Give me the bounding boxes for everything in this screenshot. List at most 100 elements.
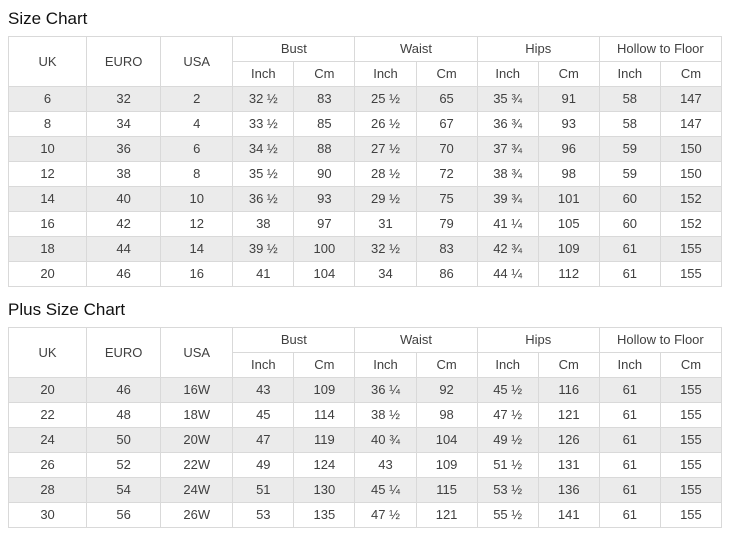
cell-hollow-to-floor-inch: 59 bbox=[598, 136, 661, 162]
cell-bust-inch: 39 ½ bbox=[232, 236, 295, 262]
cell-hollow-to-floor-cm: 155 bbox=[659, 402, 723, 428]
cell-waist-inch: 26 ½ bbox=[354, 111, 417, 137]
group-header-bust: Bust bbox=[232, 36, 356, 62]
group-header-waist: Waist bbox=[354, 327, 478, 353]
cell-hips-cm: 101 bbox=[537, 186, 600, 212]
cell-hips-inch: 41 ¼ bbox=[476, 211, 539, 237]
cell-euro: 42 bbox=[86, 211, 162, 237]
cell-bust-cm: 135 bbox=[293, 502, 356, 528]
cell-waist-cm: 98 bbox=[415, 402, 478, 428]
cell-usa: 16W bbox=[160, 377, 234, 403]
cell-uk: 18 bbox=[7, 236, 88, 262]
cell-hollow-to-floor-cm: 155 bbox=[659, 452, 723, 478]
subheader-hollow-to-floor-cm: Cm bbox=[659, 61, 723, 87]
cell-hollow-to-floor-inch: 61 bbox=[598, 477, 661, 503]
cell-hips-inch: 38 ¾ bbox=[476, 161, 539, 187]
header-euro: EURO bbox=[86, 327, 162, 378]
cell-waist-inch: 43 bbox=[354, 452, 417, 478]
cell-hollow-to-floor-cm: 155 bbox=[659, 236, 723, 262]
size-chart-table: UK EURO USA Bust Waist Hips Hollow to Floor Inc… bbox=[7, 36, 723, 287]
cell-hollow-to-floor-cm: 155 bbox=[659, 377, 723, 403]
cell-hollow-to-floor-inch: 61 bbox=[598, 402, 661, 428]
cell-hips-cm: 136 bbox=[537, 477, 600, 503]
cell-hollow-to-floor-cm: 155 bbox=[659, 427, 723, 453]
cell-bust-inch: 53 bbox=[232, 502, 295, 528]
subheader-hollow-to-floor-inch: Inch bbox=[598, 61, 661, 87]
cell-usa: 16 bbox=[160, 261, 234, 287]
cell-waist-inch: 25 ½ bbox=[354, 86, 417, 112]
subheader-waist-inch: Inch bbox=[354, 61, 417, 87]
cell-hollow-to-floor-inch: 58 bbox=[598, 86, 661, 112]
subheader-waist-cm: Cm bbox=[415, 61, 478, 87]
cell-hips-cm: 141 bbox=[537, 502, 600, 528]
cell-waist-inch: 27 ½ bbox=[354, 136, 417, 162]
cell-hips-cm: 116 bbox=[537, 377, 600, 403]
cell-hips-cm: 105 bbox=[537, 211, 600, 237]
cell-uk: 22 bbox=[7, 402, 88, 428]
cell-usa: 8 bbox=[160, 161, 234, 187]
cell-bust-cm: 83 bbox=[293, 86, 356, 112]
cell-usa: 4 bbox=[160, 111, 234, 137]
cell-waist-inch: 38 ½ bbox=[354, 402, 417, 428]
cell-waist-cm: 65 bbox=[415, 86, 478, 112]
cell-waist-cm: 92 bbox=[415, 377, 478, 403]
cell-euro: 50 bbox=[86, 427, 162, 453]
cell-uk: 26 bbox=[7, 452, 88, 478]
cell-usa: 20W bbox=[160, 427, 234, 453]
subheader-bust-cm: Cm bbox=[293, 61, 356, 87]
cell-waist-cm: 79 bbox=[415, 211, 478, 237]
plus-size-chart-table: UK EURO USA Bust Waist Hips Hollow to Floor Inc… bbox=[7, 327, 723, 528]
cell-hips-inch: 39 ¾ bbox=[476, 186, 539, 212]
cell-hips-cm: 96 bbox=[537, 136, 600, 162]
cell-hips-cm: 109 bbox=[537, 236, 600, 262]
cell-euro: 48 bbox=[86, 402, 162, 428]
table-row: 22 48 18W 45 114 38 ½ 98 47 ½ 121 61 155 bbox=[7, 402, 723, 428]
cell-bust-inch: 34 ½ bbox=[232, 136, 295, 162]
cell-bust-inch: 49 bbox=[232, 452, 295, 478]
group-header-hollow-to-floor: Hollow to Floor bbox=[598, 327, 723, 353]
table-row: 6 32 2 32 ½ 83 25 ½ 65 35 ¾ 91 58 147 bbox=[7, 86, 723, 112]
cell-hips-cm: 121 bbox=[537, 402, 600, 428]
cell-hollow-to-floor-cm: 155 bbox=[659, 502, 723, 528]
subheader-waist-cm: Cm bbox=[415, 352, 478, 378]
cell-usa: 14 bbox=[160, 236, 234, 262]
cell-bust-inch: 47 bbox=[232, 427, 295, 453]
cell-euro: 46 bbox=[86, 261, 162, 287]
cell-uk: 30 bbox=[7, 502, 88, 528]
cell-bust-cm: 119 bbox=[293, 427, 356, 453]
cell-hollow-to-floor-inch: 58 bbox=[598, 111, 661, 137]
table-row: 30 56 26W 53 135 47 ½ 121 55 ½ 141 61 155 bbox=[7, 502, 723, 528]
cell-uk: 14 bbox=[7, 186, 88, 212]
cell-hollow-to-floor-inch: 60 bbox=[598, 211, 661, 237]
cell-hollow-to-floor-inch: 61 bbox=[598, 427, 661, 453]
table-row: 28 54 24W 51 130 45 ¼ 115 53 ½ 136 61 155 bbox=[7, 477, 723, 503]
cell-waist-inch: 28 ½ bbox=[354, 161, 417, 187]
cell-waist-cm: 72 bbox=[415, 161, 478, 187]
cell-euro: 38 bbox=[86, 161, 162, 187]
table-row: 16 42 12 38 97 31 79 41 ¼ 105 60 152 bbox=[7, 211, 723, 237]
table-row: 8 34 4 33 ½ 85 26 ½ 67 36 ¾ 93 58 147 bbox=[7, 111, 723, 137]
cell-hollow-to-floor-inch: 61 bbox=[598, 452, 661, 478]
cell-euro: 40 bbox=[86, 186, 162, 212]
cell-bust-cm: 97 bbox=[293, 211, 356, 237]
cell-waist-inch: 45 ¼ bbox=[354, 477, 417, 503]
cell-hollow-to-floor-cm: 150 bbox=[659, 136, 723, 162]
cell-hips-inch: 36 ¾ bbox=[476, 111, 539, 137]
cell-hollow-to-floor-cm: 155 bbox=[659, 261, 723, 287]
cell-euro: 54 bbox=[86, 477, 162, 503]
cell-waist-cm: 75 bbox=[415, 186, 478, 212]
cell-hips-inch: 47 ½ bbox=[476, 402, 539, 428]
cell-hips-inch: 53 ½ bbox=[476, 477, 539, 503]
cell-waist-cm: 115 bbox=[415, 477, 478, 503]
cell-hips-inch: 35 ¾ bbox=[476, 86, 539, 112]
cell-hollow-to-floor-inch: 60 bbox=[598, 186, 661, 212]
group-header-hips: Hips bbox=[476, 36, 600, 62]
cell-bust-inch: 51 bbox=[232, 477, 295, 503]
cell-euro: 56 bbox=[86, 502, 162, 528]
table-row: 14 40 10 36 ½ 93 29 ½ 75 39 ¾ 101 60 152 bbox=[7, 186, 723, 212]
cell-waist-cm: 70 bbox=[415, 136, 478, 162]
cell-hips-cm: 98 bbox=[537, 161, 600, 187]
cell-bust-inch: 32 ½ bbox=[232, 86, 295, 112]
cell-hips-cm: 112 bbox=[537, 261, 600, 287]
